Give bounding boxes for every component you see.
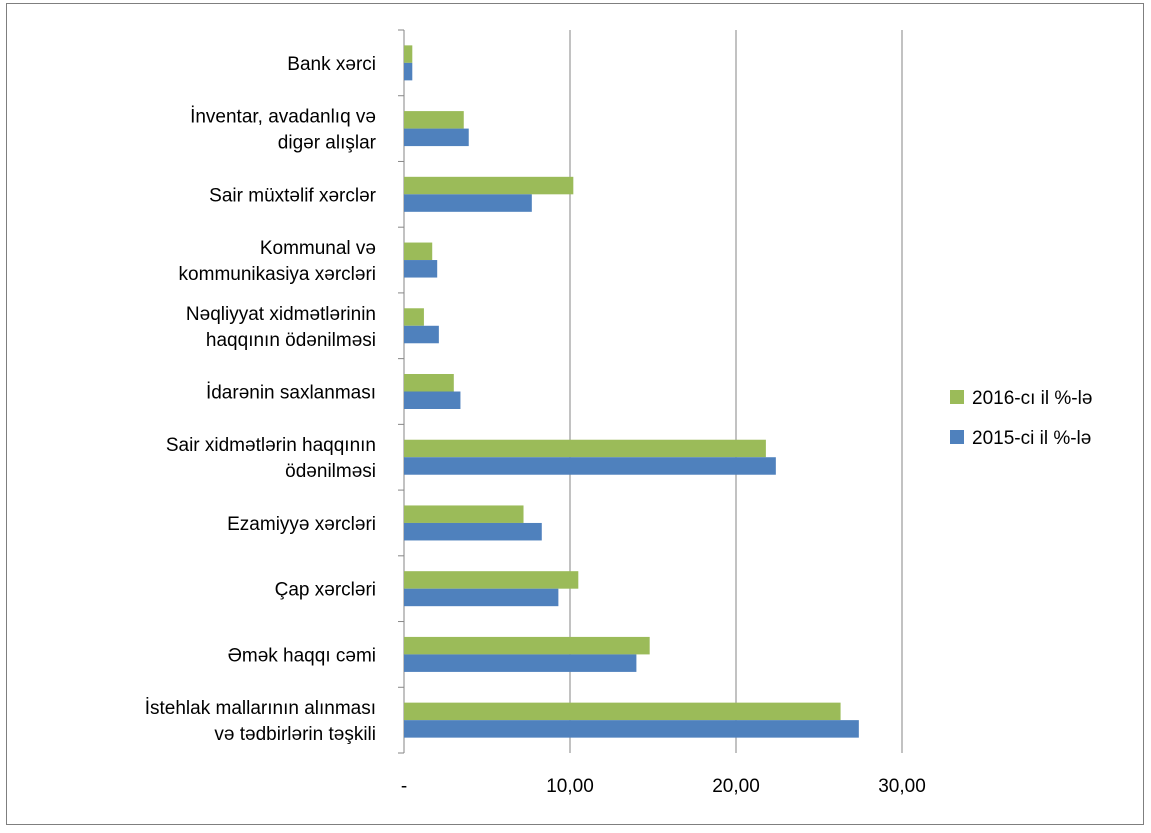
category-label: digər alışlar [278,133,377,154]
bar-series-2016 [404,439,766,458]
category-label: Çap xərcləri [275,580,376,601]
bar-series-2015 [404,720,859,738]
category-label: Sair müxtəlif xərclər [209,185,376,206]
bar-series-2015 [404,391,461,409]
bar-series-2016 [404,571,579,589]
category-label: Ezamiyyə xərcləri [227,514,376,535]
bar-series-2016 [404,636,650,655]
category-label: Kommunal və [260,238,376,259]
category-label: və tədbirlərin təşkili [214,724,376,745]
x-tick-label: 10,00 [546,776,594,797]
category-label: İstehlak mallarının alınması [145,698,376,719]
category-label: haqqının ödənilməsi [206,330,376,351]
bar-series-2015 [404,62,413,81]
category-label: Bank xərci [287,54,376,75]
bar-series-2015 [404,194,532,212]
bar-series-2016 [404,505,524,523]
bar-series-2015 [404,588,559,607]
legend-swatch [950,390,964,404]
bar-series-2015 [404,325,439,344]
bar-series-2015 [404,128,469,147]
bar-series-2016 [404,45,413,63]
bar-series-2016 [404,308,424,326]
bar-series-2016 [404,242,433,261]
bar-series-2015 [404,457,776,475]
x-tick-label: - [401,776,407,797]
category-label: Əmək haqqı cəmi [228,645,376,666]
x-tick-label: 20,00 [712,776,760,797]
bar-series-2016 [404,176,574,195]
bar-series-2016 [404,374,454,392]
x-tick-label: 30,00 [878,776,926,797]
legend-swatch [950,430,964,444]
legend-label: 2016-cı il %-lə [972,388,1092,409]
category-label: kommunikasiya xərcləri [179,264,376,285]
bar-series-2015 [404,522,542,541]
category-label: ödənilməsi [285,461,376,482]
category-label: Sair xidmətlərin haqqının [166,435,376,456]
bar-series-2015 [404,654,637,672]
bar-series-2016 [404,111,464,129]
category-label: İdarənin saxlanması [206,383,376,404]
bar-series-2016 [404,702,841,721]
bar-series-2015 [404,260,438,278]
chart-frame [6,3,1144,825]
category-label: Nəqliyyat xidmətlərinin [186,304,376,325]
category-label: İnventar, avadanlıq və [190,107,376,128]
legend-label: 2015-ci il %-lə [972,428,1091,449]
